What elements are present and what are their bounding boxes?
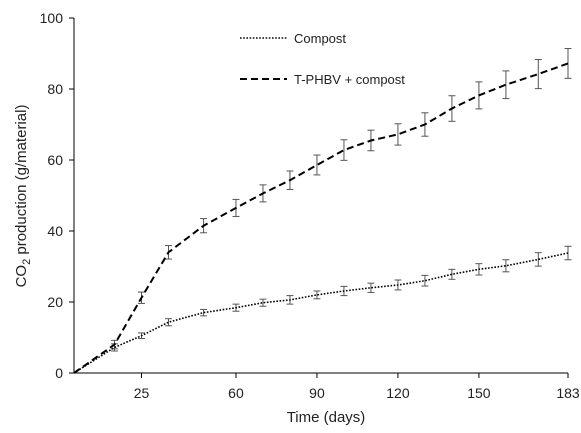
series-line-t-phbv-compost [73,62,569,374]
y-axis-title: CO2 production (g/material) [13,105,33,288]
legend-label-compost: Compost [294,31,346,46]
ticks: 0 20 40 60 80 100 25 60 90 120 150 183 [40,10,580,401]
axes [73,18,568,374]
x-tick-label: 150 [467,385,491,401]
y-tick-label: 20 [47,294,63,310]
x-tick-label: 25 [134,385,150,401]
x-tick-label: 183 [556,385,580,401]
x-tick-label: 90 [309,385,325,401]
y-tick-label: 60 [47,152,63,168]
legend: Compost T-PHBV + compost [240,31,405,87]
series-line-compost [73,252,569,374]
series-lines [73,62,569,374]
y-tick-label: 80 [47,81,63,97]
x-tick-label: 120 [386,385,410,401]
y-tick-label: 0 [55,365,63,381]
legend-label-t-phbv-compost: T-PHBV + compost [294,72,405,87]
y-tick-label: 100 [40,10,64,26]
y-tick-label: 40 [47,223,63,239]
y-axis-title-subscript: 2 [21,259,33,265]
error-bars [110,48,572,352]
y-axis-title-prefix: CO [13,265,30,288]
x-axis-title: Time (days) [287,409,366,426]
y-axis-title-suffix: production (g/material) [13,105,30,259]
x-tick-label: 60 [228,385,244,401]
